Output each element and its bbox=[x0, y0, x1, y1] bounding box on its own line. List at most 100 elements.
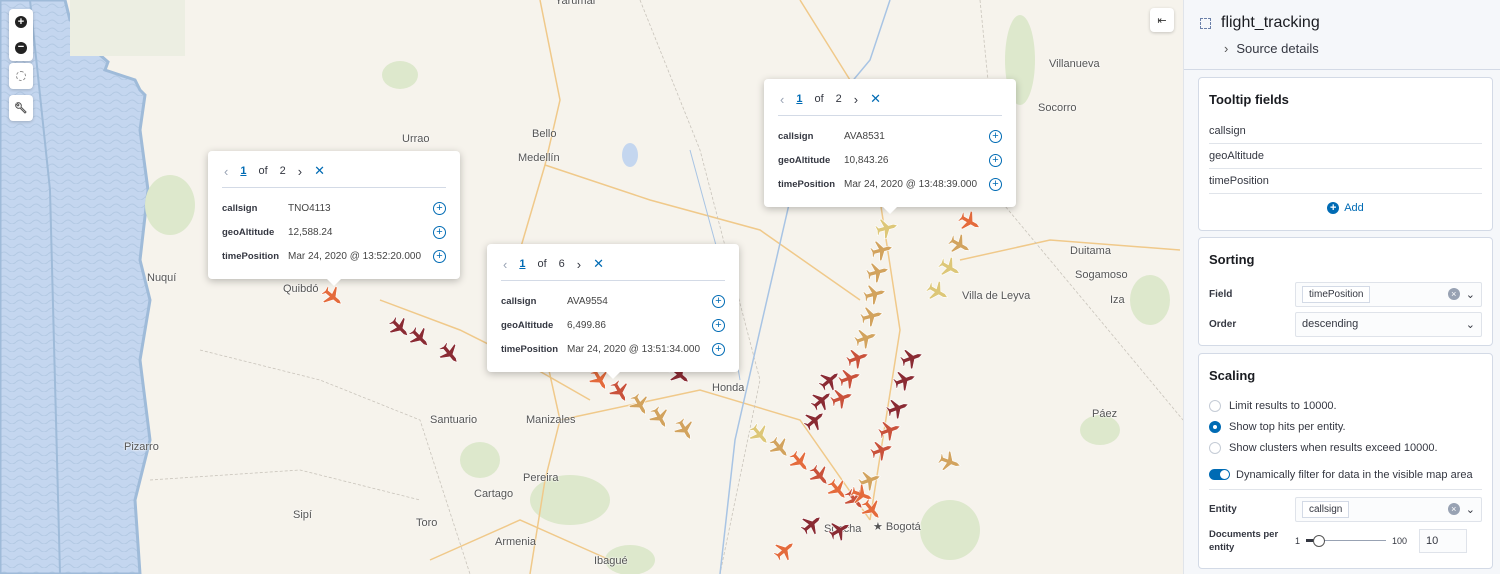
radio-top-hits[interactable]: Show top hits per entity. bbox=[1209, 416, 1482, 437]
aircraft-marker[interactable] bbox=[923, 278, 952, 306]
aircraft-marker[interactable] bbox=[770, 535, 800, 564]
collapse-panel-button[interactable]: ⇤ bbox=[1150, 8, 1174, 32]
filter-add-icon[interactable]: + bbox=[989, 153, 1002, 167]
aircraft-marker[interactable] bbox=[844, 345, 872, 371]
close-icon[interactable]: ✕ bbox=[314, 163, 326, 178]
filter-add-icon[interactable]: + bbox=[433, 225, 446, 239]
zoom-in-button[interactable]: + bbox=[9, 9, 33, 35]
aircraft-marker[interactable] bbox=[891, 367, 919, 393]
field-value: Mar 24, 2020 @ 13:52:20.000 bbox=[288, 250, 422, 262]
aircraft-marker[interactable] bbox=[848, 482, 876, 508]
plus-circle-icon: + bbox=[15, 16, 27, 28]
city-label: Yarumal bbox=[555, 0, 596, 7]
aircraft-marker[interactable] bbox=[785, 447, 814, 477]
aircraft-marker[interactable] bbox=[874, 215, 900, 240]
filter-add-icon[interactable]: + bbox=[989, 177, 1002, 191]
documents-per-entity-input[interactable]: 10 bbox=[1419, 529, 1468, 553]
aircraft-marker[interactable] bbox=[805, 461, 834, 491]
radio-button[interactable] bbox=[1209, 420, 1221, 433]
aircraft-marker[interactable] bbox=[807, 385, 837, 414]
clear-icon[interactable]: × bbox=[1447, 503, 1460, 515]
aircraft-marker[interactable] bbox=[945, 231, 974, 259]
set-view-button[interactable] bbox=[9, 63, 33, 89]
aircraft-marker[interactable] bbox=[868, 437, 896, 463]
aircraft-marker[interactable] bbox=[898, 345, 926, 371]
chevron-right-icon[interactable]: › bbox=[297, 163, 303, 179]
tooltip-field[interactable]: timePosition bbox=[1209, 169, 1482, 194]
field-value: AVA9554 bbox=[567, 295, 608, 307]
slider-handle[interactable] bbox=[1313, 535, 1326, 547]
aircraft-marker[interactable] bbox=[626, 390, 654, 419]
aircraft-marker[interactable] bbox=[859, 303, 885, 328]
radio-button[interactable] bbox=[1209, 399, 1221, 412]
aircraft-layer bbox=[318, 208, 984, 564]
aircraft-marker[interactable] bbox=[828, 385, 856, 411]
tooltip-row: callsign TNO4113 + bbox=[222, 196, 446, 220]
sort-order-select[interactable]: descending ⌄ bbox=[1295, 311, 1482, 337]
chevron-left-icon[interactable]: ‹ bbox=[503, 256, 508, 272]
source-details-toggle[interactable]: › Source details bbox=[1224, 41, 1319, 56]
filter-add-icon[interactable]: + bbox=[712, 342, 725, 356]
entity-select[interactable]: callsign × ⌄ bbox=[1295, 496, 1482, 522]
aircraft-marker[interactable] bbox=[825, 516, 854, 544]
aircraft-marker[interactable] bbox=[862, 281, 888, 306]
chevron-right-icon[interactable]: › bbox=[576, 256, 582, 272]
aircraft-marker[interactable] bbox=[671, 415, 699, 444]
radio-clusters[interactable]: Show clusters when results exceed 10000. bbox=[1209, 437, 1482, 458]
sort-field-select[interactable]: timePosition × ⌄ bbox=[1295, 281, 1482, 307]
sorting-panel: Sorting Field timePosition × ⌄ Order desce… bbox=[1198, 237, 1493, 346]
radio-button[interactable] bbox=[1209, 441, 1221, 454]
field-name: timePosition bbox=[222, 250, 280, 262]
dynamic-filter-switch[interactable]: Dynamically filter for data in the visib… bbox=[1209, 464, 1482, 490]
filter-add-icon[interactable]: + bbox=[433, 249, 446, 263]
clear-icon[interactable]: × bbox=[1447, 288, 1460, 300]
filter-add-icon[interactable]: + bbox=[433, 201, 446, 215]
tools-button[interactable] bbox=[9, 95, 33, 121]
aircraft-marker[interactable] bbox=[865, 259, 891, 284]
aircraft-marker[interactable] bbox=[745, 420, 774, 450]
chevron-right-icon: › bbox=[1224, 41, 1229, 56]
close-icon[interactable]: ✕ bbox=[870, 91, 882, 106]
aircraft-marker[interactable] bbox=[836, 365, 864, 391]
filter-add-icon[interactable]: + bbox=[712, 318, 725, 332]
aircraft-marker[interactable] bbox=[646, 403, 674, 432]
aircraft-marker[interactable] bbox=[385, 313, 415, 343]
filter-add-icon[interactable]: + bbox=[989, 129, 1002, 143]
panel-title: Sorting bbox=[1209, 252, 1255, 267]
add-field-button[interactable]: + Add bbox=[1209, 202, 1482, 214]
city-label: Sipí bbox=[293, 509, 312, 521]
aircraft-marker[interactable] bbox=[857, 495, 886, 525]
aircraft-marker[interactable] bbox=[435, 339, 464, 369]
aircraft-marker[interactable] bbox=[936, 449, 964, 475]
aircraft-marker[interactable] bbox=[869, 237, 895, 262]
aircraft-marker[interactable] bbox=[935, 254, 964, 282]
aircraft-marker[interactable] bbox=[852, 325, 880, 351]
aircraft-marker[interactable] bbox=[955, 208, 984, 236]
chevron-left-icon[interactable]: ‹ bbox=[780, 91, 785, 107]
tooltip-field[interactable]: callsign bbox=[1209, 119, 1482, 144]
tooltip-field[interactable]: geoAltitude bbox=[1209, 144, 1482, 169]
chevron-left-icon[interactable]: ‹ bbox=[224, 163, 229, 179]
close-icon[interactable]: ✕ bbox=[593, 256, 605, 271]
aircraft-marker[interactable] bbox=[876, 417, 904, 443]
aircraft-marker[interactable] bbox=[318, 282, 348, 311]
tooltip-row: geoAltitude 12,588.24 + bbox=[222, 220, 446, 244]
aircraft-marker[interactable] bbox=[856, 467, 884, 493]
aircraft-marker[interactable] bbox=[405, 323, 435, 353]
filter-add-icon[interactable]: + bbox=[712, 294, 725, 308]
documents-slider[interactable] bbox=[1306, 535, 1387, 547]
current-page: 1 bbox=[240, 165, 247, 177]
radio-limit-results[interactable]: Limit results to 10000. bbox=[1209, 395, 1482, 416]
chevron-right-icon[interactable]: › bbox=[853, 91, 859, 107]
toggle-switch[interactable] bbox=[1209, 469, 1230, 480]
zoom-out-button[interactable]: − bbox=[9, 35, 33, 61]
city-label: Toro bbox=[416, 517, 438, 529]
aircraft-marker[interactable] bbox=[765, 433, 794, 463]
aircraft-marker[interactable] bbox=[606, 377, 634, 406]
aircraft-marker[interactable] bbox=[823, 475, 852, 505]
aircraft-marker[interactable] bbox=[815, 365, 845, 394]
map[interactable]: Urrao Bello Medellín Nuquí Quibdó Santuario Ma… bbox=[0, 0, 1183, 574]
aircraft-marker[interactable] bbox=[797, 509, 827, 538]
aircraft-marker[interactable] bbox=[800, 405, 830, 434]
aircraft-marker[interactable] bbox=[884, 395, 912, 421]
